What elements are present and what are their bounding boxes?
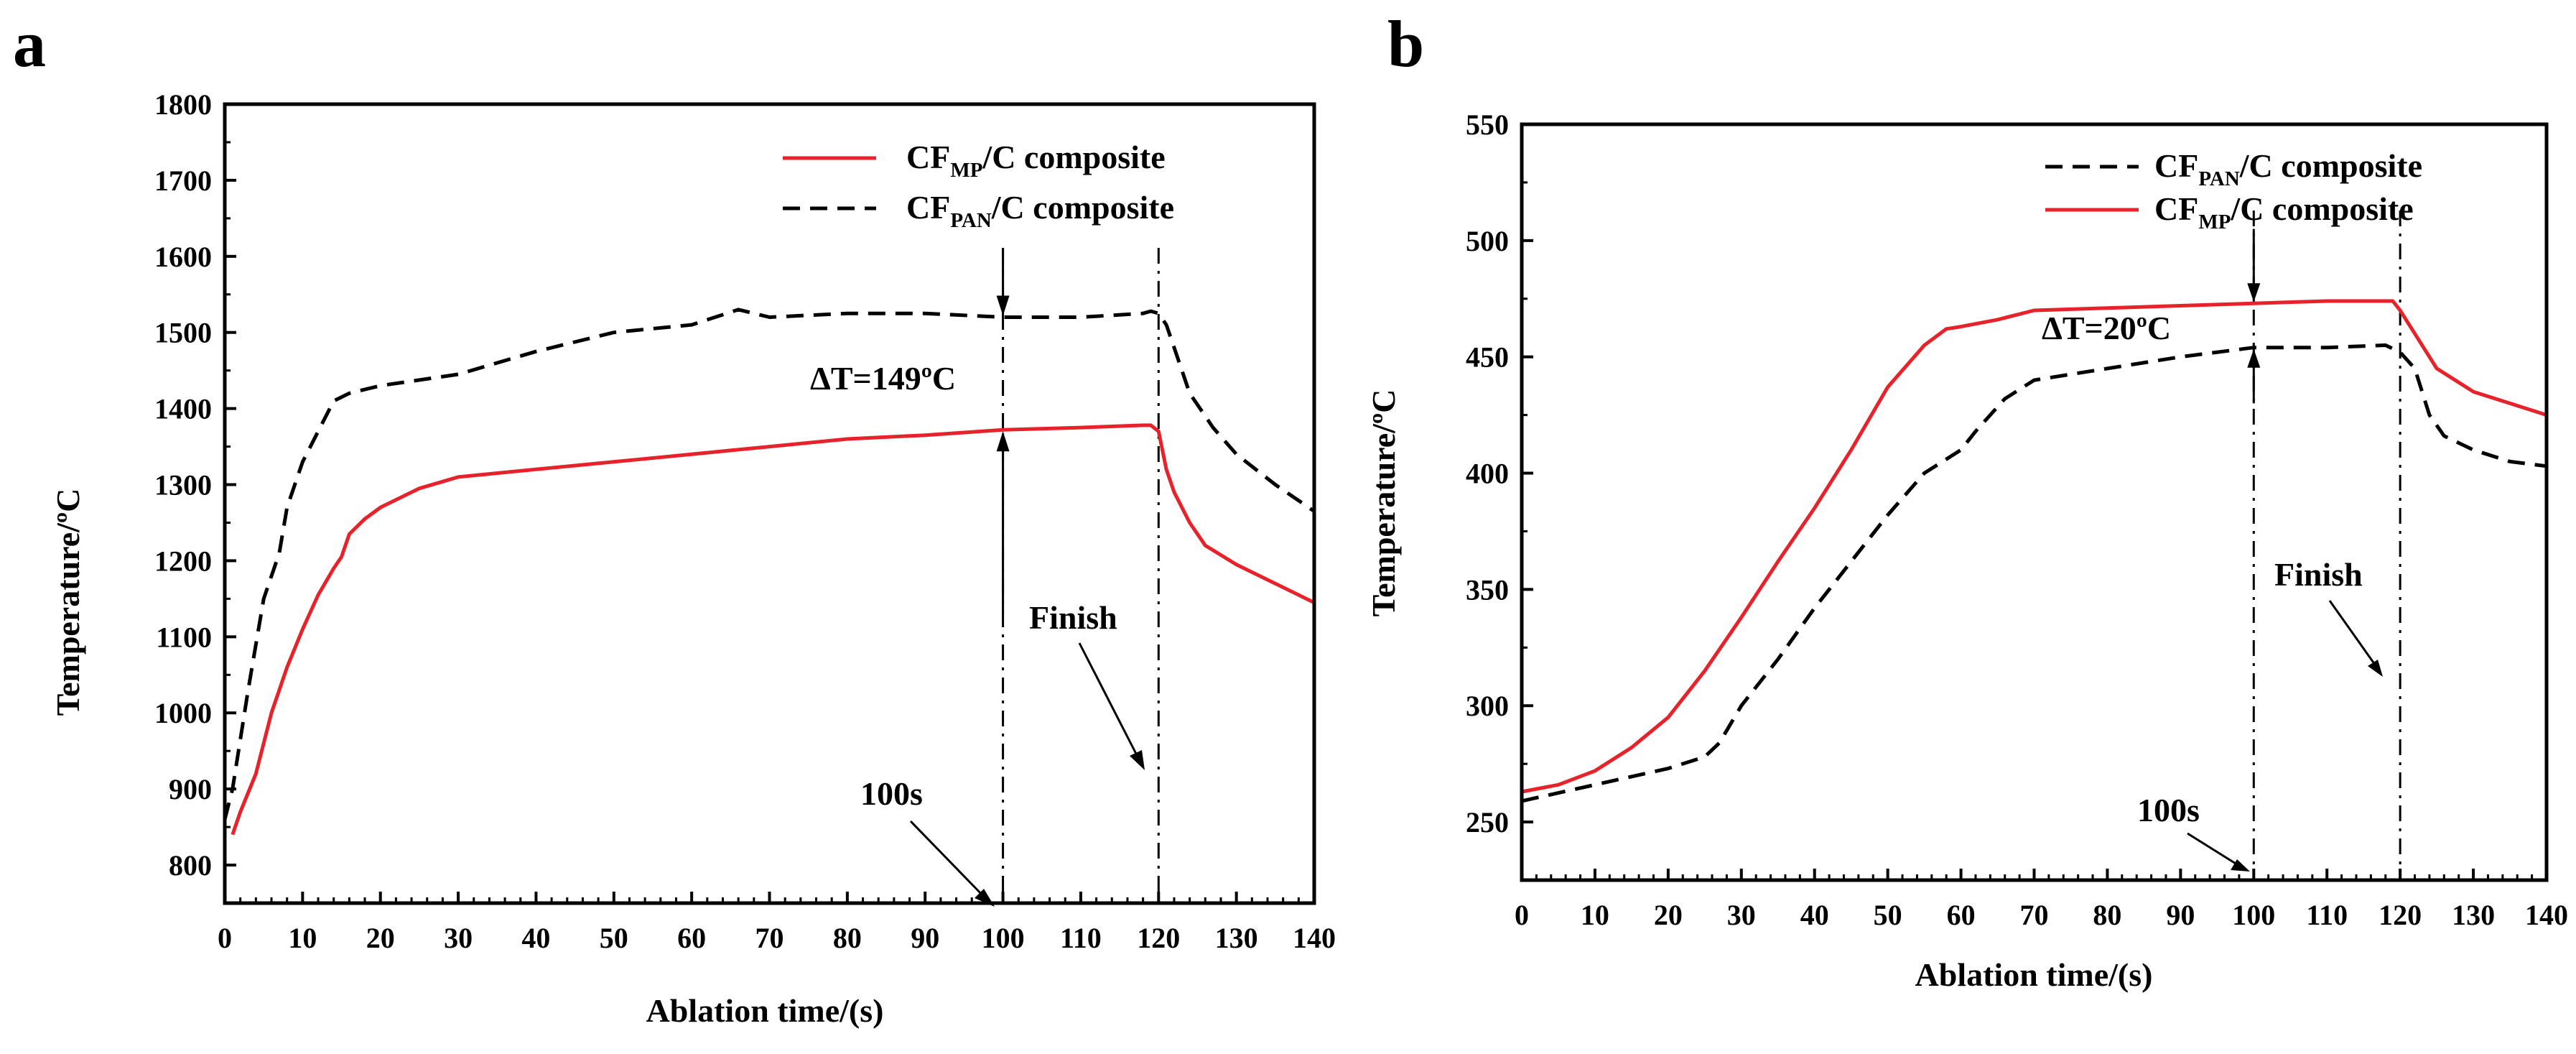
panel-a-time-mark-arrow bbox=[909, 820, 987, 900]
panel-a-delta-label: ΔT=149ºC bbox=[810, 360, 956, 397]
panel-a-legend-entry-0: CFMP/C composite bbox=[906, 139, 1166, 182]
panel-b-delta-label: ΔT=20ºC bbox=[2042, 310, 2171, 346]
panel-b-finish-arrowhead bbox=[2368, 660, 2383, 677]
y-tick-label: 250 bbox=[1466, 806, 1509, 838]
y-tick-label: 1800 bbox=[154, 88, 212, 121]
panel-b-delta-arrowhead-down bbox=[2247, 283, 2261, 302]
y-tick-label: 800 bbox=[169, 849, 212, 882]
x-tick-label: 80 bbox=[833, 922, 862, 954]
x-tick-label: 10 bbox=[1581, 899, 1609, 931]
panel-b-time-mark-arrowhead bbox=[2231, 859, 2250, 872]
panel-a-legend: CFMP/C composite CFPAN/C composite bbox=[783, 139, 1174, 232]
panel-b-label: b bbox=[1387, 7, 1424, 80]
panel-b-time-mark-label: 100s bbox=[2137, 792, 2200, 828]
panel-b-series bbox=[1521, 299, 2547, 803]
x-tick-label: 110 bbox=[1060, 922, 1102, 954]
y-tick-label: 1700 bbox=[154, 165, 212, 197]
x-tick-label: 70 bbox=[755, 922, 784, 954]
panel-a-finish-arrowhead bbox=[1130, 750, 1145, 770]
panel-a-annotations: ΔT=149ºC 100s Finish bbox=[810, 249, 1145, 907]
y-tick-label: 1500 bbox=[154, 317, 212, 349]
y-tick-label: 450 bbox=[1466, 341, 1509, 374]
panel-b-finish-label: Finish bbox=[2274, 556, 2363, 593]
x-tick-label: 10 bbox=[288, 922, 317, 954]
x-tick-label: 120 bbox=[1137, 922, 1180, 954]
panel-b-legend: CFPAN/C composite CFMP/C composite bbox=[2045, 147, 2422, 234]
x-tick-label: 20 bbox=[1654, 899, 1683, 931]
panel-a-legend-entry-1: CFPAN/C composite bbox=[906, 189, 1174, 232]
panel-b: b Ablation time/(s) Temperature/ºC 0 10 20… bbox=[1365, 7, 2568, 993]
series-line-mp bbox=[231, 423, 1316, 836]
x-tick-label: 130 bbox=[1215, 922, 1258, 954]
panel-a-plot-frame bbox=[223, 102, 1316, 905]
panel-a-time-mark-label: 100s bbox=[860, 775, 923, 812]
y-tick-label: 300 bbox=[1466, 690, 1509, 722]
x-tick-label: 120 bbox=[2379, 899, 2422, 931]
x-tick-label: 140 bbox=[2525, 899, 2568, 931]
y-tick-label: 400 bbox=[1466, 458, 1509, 490]
x-tick-label: 50 bbox=[600, 922, 628, 954]
panel-a-x-axis-title: Ablation time/(s) bbox=[646, 992, 884, 1029]
y-tick-label: 1200 bbox=[154, 545, 212, 577]
x-tick-label: 80 bbox=[2093, 899, 2121, 931]
x-tick-label: 40 bbox=[1800, 899, 1829, 931]
panel-a-delta-arrowhead-down bbox=[996, 295, 1010, 316]
x-tick-label: 110 bbox=[2306, 899, 2348, 931]
panel-a: a Ablation time/(s) Temperature/ºC 0 10 20… bbox=[13, 7, 1336, 1029]
y-tick-label: 1400 bbox=[154, 393, 212, 425]
y-tick-label: 1000 bbox=[154, 697, 212, 729]
x-tick-label: 0 bbox=[218, 922, 232, 954]
y-tick-label: 1600 bbox=[154, 241, 212, 273]
y-tick-label: 350 bbox=[1466, 573, 1509, 606]
y-tick-label: 1100 bbox=[156, 621, 212, 653]
x-tick-label: 90 bbox=[911, 922, 939, 954]
x-tick-label: 100 bbox=[982, 922, 1025, 954]
panel-b-legend-entry-0: CFPAN/C composite bbox=[2154, 147, 2422, 190]
series-line-pan bbox=[223, 308, 1316, 820]
panel-b-plot-frame bbox=[1520, 122, 2549, 882]
panel-a-finish-arrow bbox=[1078, 642, 1140, 759]
x-tick-label: 100 bbox=[2232, 899, 2275, 931]
x-tick-label: 140 bbox=[1293, 922, 1336, 954]
x-tick-label: 60 bbox=[677, 922, 706, 954]
panel-a-y-axis-title: Temperature/ºC bbox=[50, 489, 86, 716]
panel-a-finish-label: Finish bbox=[1029, 599, 1117, 636]
series-line-mp bbox=[1521, 299, 2547, 794]
x-tick-label: 30 bbox=[1727, 899, 1756, 931]
x-tick-label: 60 bbox=[1947, 899, 1976, 931]
panel-b-annotations: ΔT=20ºC 100s Finish bbox=[2042, 228, 2383, 872]
panel-b-legend-entry-1: CFMP/C composite bbox=[2154, 190, 2414, 234]
panel-a-delta-arrowhead-up bbox=[996, 431, 1010, 452]
x-tick-label: 90 bbox=[2166, 899, 2195, 931]
x-tick-label: 20 bbox=[366, 922, 395, 954]
x-tick-label: 70 bbox=[2020, 899, 2049, 931]
x-tick-label: 30 bbox=[444, 922, 473, 954]
x-tick-label: 40 bbox=[521, 922, 550, 954]
x-tick-label: 0 bbox=[1515, 899, 1529, 931]
panel-b-delta-arrowhead-up bbox=[2247, 348, 2261, 368]
y-tick-label: 1300 bbox=[154, 469, 212, 501]
y-tick-label: 550 bbox=[1466, 108, 1509, 141]
y-tick-label: 500 bbox=[1466, 225, 1509, 257]
panel-b-finish-arrow bbox=[2328, 600, 2376, 665]
panel-b-time-mark-arrow bbox=[2187, 832, 2240, 867]
series-line-pan bbox=[1521, 343, 2547, 803]
panel-b-y-axis-title: Temperature/ºC bbox=[1365, 389, 1402, 617]
panel-a-ticks: 0 10 20 30 40 50 60 70 80 90 100 110 120 130 140 800 900… bbox=[154, 88, 1336, 954]
x-tick-label: 50 bbox=[1874, 899, 1902, 931]
x-tick-label: 130 bbox=[2452, 899, 2495, 931]
y-tick-label: 900 bbox=[169, 773, 212, 805]
panel-b-x-axis-title: Ablation time/(s) bbox=[1915, 956, 2153, 993]
panel-a-series bbox=[223, 308, 1316, 836]
panel-b-ticks: 0 10 20 30 40 50 60 70 80 90 100 110 120 130 140 250 300… bbox=[1466, 108, 2568, 931]
panel-a-label: a bbox=[13, 7, 46, 80]
